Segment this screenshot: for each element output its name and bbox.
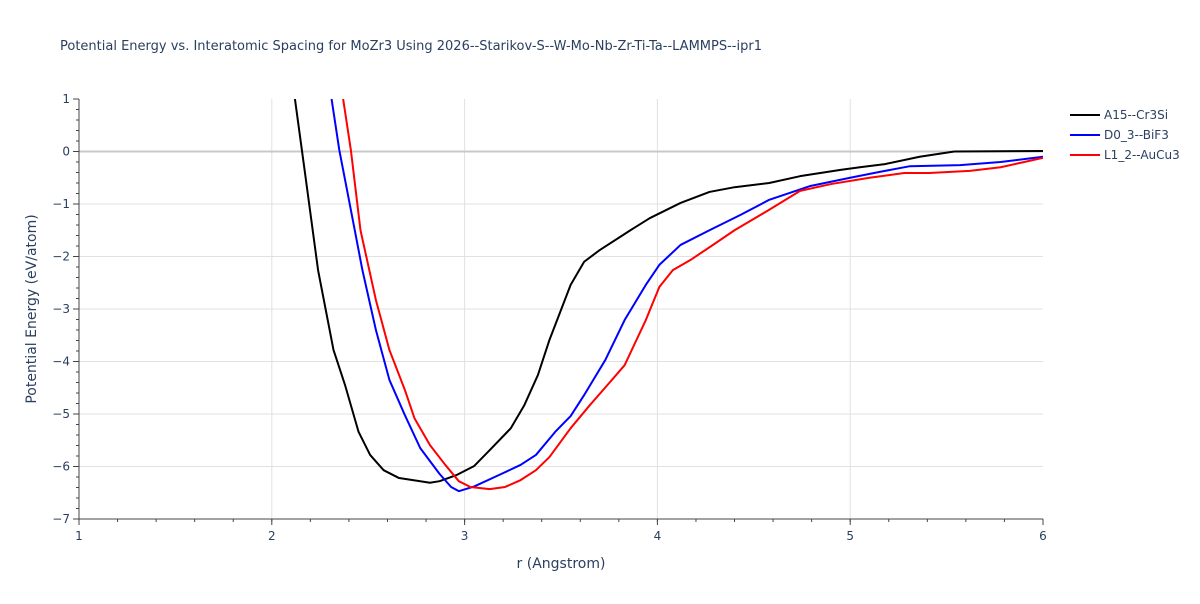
x-tick-label: 4: [654, 529, 662, 543]
chart-title: Potential Energy vs. Interatomic Spacing…: [60, 39, 762, 54]
x-tick-label: 2: [268, 529, 276, 543]
legend-label: A15--Cr3Si: [1104, 108, 1168, 122]
y-tick-label: −2: [52, 250, 70, 264]
y-tick-label: 0: [62, 145, 70, 159]
y-tick-label: −1: [52, 197, 70, 211]
series-line-L1_2--AuCu3: [342, 99, 1043, 491]
x-tick-label: 3: [461, 529, 469, 543]
y-tick-label: −5: [52, 407, 70, 421]
series-line-D0_3--BiF3: [330, 99, 1043, 493]
y-tick-label: −7: [52, 512, 70, 526]
legend-label: L1_2--AuCu3: [1104, 148, 1180, 162]
series-line-A15--Cr3Si: [293, 99, 1043, 484]
grid: [79, 99, 1043, 519]
x-tick-label: 5: [846, 529, 854, 543]
x-axis-label: r (Angstrom): [517, 556, 606, 572]
y-tick-label: −6: [52, 460, 70, 474]
axes: 1 2 3 4 5 6 1 0 −1 −2 −3 −4 −5 −6 −7: [52, 92, 1047, 543]
x-tick-label: 1: [75, 529, 83, 543]
legend: A15--Cr3Si D0_3--BiF3 L1_2--AuCu3: [1070, 108, 1180, 162]
y-tick-label: 1: [62, 92, 70, 106]
legend-label: D0_3--BiF3: [1104, 128, 1169, 142]
y-axis-label: Potential Energy (eV/atom): [24, 214, 40, 403]
x-tick-label: 6: [1039, 529, 1047, 543]
y-tick-label: −4: [52, 355, 70, 369]
y-tick-label: −3: [52, 302, 70, 316]
series-lines: [293, 99, 1043, 493]
